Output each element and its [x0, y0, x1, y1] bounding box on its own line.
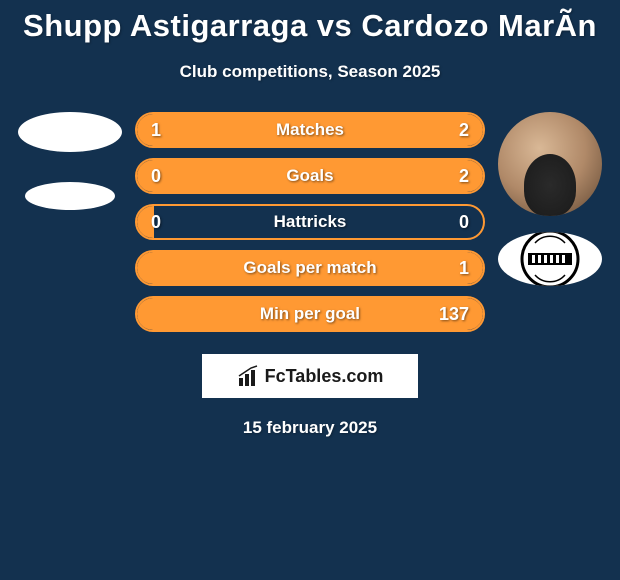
right-player-column: [495, 112, 605, 286]
stat-content: 1 Matches 2: [137, 114, 483, 146]
comparison-row: 1 Matches 2 0 Goals 2 0 Hatt: [0, 112, 620, 332]
stat-right-value: 2: [439, 120, 469, 141]
stat-content: Min per goal 137: [137, 298, 483, 330]
subtitle: Club competitions, Season 2025: [0, 62, 620, 82]
stat-label: Min per goal: [181, 304, 439, 324]
stat-label: Hattricks: [181, 212, 439, 232]
stat-left-value: 0: [151, 212, 181, 233]
stat-bar-min-per-goal: Min per goal 137: [135, 296, 485, 332]
stat-bar-goals-per-match: Goals per match 1: [135, 250, 485, 286]
stat-content: 0 Goals 2: [137, 160, 483, 192]
chart-icon: [237, 364, 261, 388]
stat-left-value: 0: [151, 166, 181, 187]
stat-right-value: 137: [439, 304, 469, 325]
stat-right-value: 1: [439, 258, 469, 279]
right-player-avatar: [498, 112, 602, 216]
left-player-avatar-placeholder: [18, 112, 122, 152]
comparison-card: Shupp Astigarraga vs Cardozo MarÃ­n Club…: [0, 0, 620, 438]
right-club-badge: [498, 232, 602, 286]
stat-left-value: 1: [151, 120, 181, 141]
stat-right-value: 2: [439, 166, 469, 187]
branding-logo[interactable]: FcTables.com: [202, 354, 418, 398]
stat-content: Goals per match 1: [137, 252, 483, 284]
left-club-badge-placeholder: [25, 182, 115, 210]
stat-bar-goals: 0 Goals 2: [135, 158, 485, 194]
stat-bar-matches: 1 Matches 2: [135, 112, 485, 148]
stat-label: Matches: [181, 120, 439, 140]
stat-right-value: 0: [439, 212, 469, 233]
stat-label: Goals per match: [181, 258, 439, 278]
club-badge-icon: [520, 232, 580, 286]
stat-bar-hattricks: 0 Hattricks 0: [135, 204, 485, 240]
stat-label: Goals: [181, 166, 439, 186]
stats-column: 1 Matches 2 0 Goals 2 0 Hatt: [135, 112, 485, 332]
stat-content: 0 Hattricks 0: [137, 206, 483, 238]
left-player-column: [15, 112, 125, 210]
branding-text: FcTables.com: [265, 366, 384, 387]
date-line: 15 february 2025: [0, 418, 620, 438]
page-title: Shupp Astigarraga vs Cardozo MarÃ­n: [0, 8, 620, 44]
